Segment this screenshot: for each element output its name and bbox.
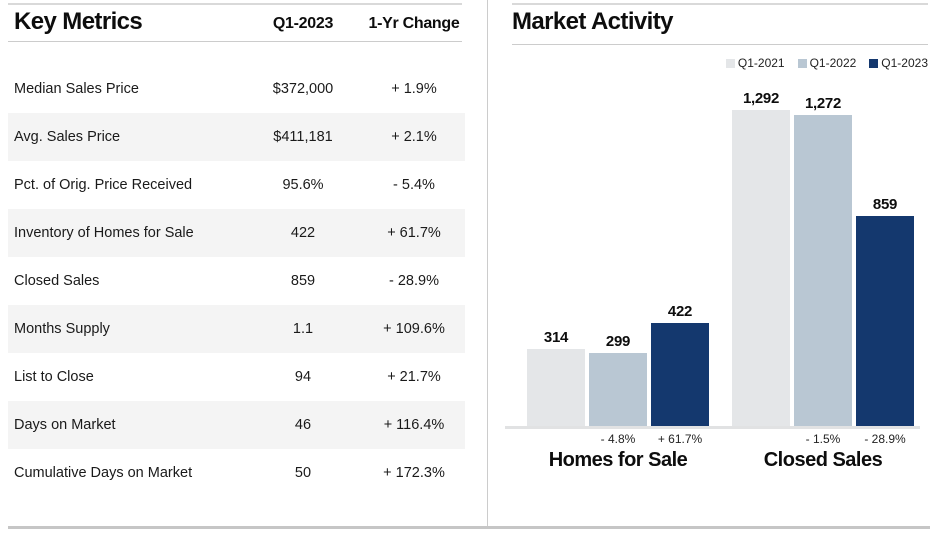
table-row: Inventory of Homes for Sale 422 + 61.7% [8, 209, 465, 257]
bar-q1-2021 [527, 349, 585, 426]
table-row: Cumulative Days on Market 50 + 172.3% [8, 449, 465, 497]
metric-label: Avg. Sales Price [14, 129, 121, 145]
legend-label: Q1-2022 [809, 56, 857, 70]
group-footer-2: - 1.5% - 28.9% Closed Sales [732, 432, 914, 472]
legend-swatch-q1-2022 [797, 58, 807, 68]
metric-value: 422 [290, 225, 316, 241]
bar-change-label: - 4.8% [600, 432, 636, 446]
legend-item: Q1-2021 [725, 56, 785, 70]
metric-label: Months Supply [14, 321, 110, 337]
legend-item: Q1-2023 [869, 56, 928, 70]
metric-value: $411,181 [273, 129, 333, 145]
chart-legend: Q1-2021 Q1-2022 Q1-2023 [512, 56, 928, 70]
bar-value-label: 299 [605, 333, 631, 350]
column-header-1yr-change: 1-Yr Change [368, 15, 460, 32]
bar-value-label: 314 [543, 329, 569, 346]
metric-change: + 21.7% [387, 369, 441, 385]
bar-value-label: 859 [872, 196, 898, 213]
legend-swatch-q1-2021 [725, 58, 735, 68]
change-row: - 4.8% + 61.7% [527, 432, 709, 446]
metric-change: + 109.6% [383, 321, 445, 337]
market-activity-panel: Market Activity Q1-2021 Q1-2022 Q1-2023 31… [505, 0, 930, 534]
metric-value: 46 [294, 417, 312, 433]
header-underline [8, 41, 462, 42]
bar-value-label: 422 [667, 303, 693, 320]
bar-column: 859 [856, 196, 914, 426]
category-label: Closed Sales [763, 449, 883, 471]
metric-label: List to Close [14, 369, 94, 385]
legend-item: Q1-2022 [797, 56, 857, 70]
legend-swatch-q1-2023 [869, 58, 879, 68]
metric-label: Median Sales Price [14, 81, 139, 97]
change-row: - 1.5% - 28.9% [732, 432, 914, 446]
bar-change-label [732, 432, 790, 446]
metric-change: + 61.7% [387, 225, 441, 241]
bar-change-label: - 1.5% [805, 432, 841, 446]
column-header-q1-2023: Q1-2023 [272, 15, 334, 32]
metric-value: 94 [294, 369, 312, 385]
metric-value: 859 [290, 273, 316, 289]
bar-column: 314 [527, 329, 585, 426]
metric-change: - 28.9% [389, 273, 439, 289]
bar-column: 422 [651, 303, 709, 426]
bar-column: 299 [589, 333, 647, 426]
bar-q1-2022 [794, 115, 852, 426]
table-row: Months Supply 1.1 + 109.6% [8, 305, 465, 353]
bar-value-label: 1,272 [804, 95, 842, 112]
table-row: List to Close 94 + 21.7% [8, 353, 465, 401]
metric-change: + 2.1% [391, 129, 437, 145]
metric-label: Pct. of Orig. Price Received [14, 177, 193, 193]
metric-change: + 1.9% [391, 81, 437, 97]
bar-q1-2022 [589, 353, 647, 426]
category-label: Homes for Sale [548, 449, 688, 471]
metric-value: 50 [294, 465, 312, 481]
metric-change: - 5.4% [393, 177, 435, 193]
panel-divider [487, 0, 488, 528]
metric-value: $372,000 [272, 81, 334, 97]
bar-change-label: - 28.9% [864, 432, 906, 446]
metric-value: 95.6% [282, 177, 324, 193]
key-metrics-panel: Key Metrics Q1-2023 1-Yr Change Median S… [8, 0, 465, 534]
key-metrics-title: Key Metrics [14, 8, 143, 35]
legend-label: Q1-2021 [737, 56, 785, 70]
bar-group-2: 1,292 1,272 859 [732, 90, 914, 426]
bar-column: 1,292 [732, 90, 790, 426]
bar-value-label: 1,292 [742, 90, 780, 107]
metric-label: Inventory of Homes for Sale [14, 225, 194, 241]
metric-label: Closed Sales [14, 273, 100, 289]
metric-change: + 116.4% [383, 417, 445, 433]
table-row: Pct. of Orig. Price Received 95.6% - 5.4% [8, 161, 465, 209]
market-activity-title: Market Activity [512, 8, 673, 35]
table-row: Closed Sales 859 - 28.9% [8, 257, 465, 305]
group-footer-1: - 4.8% + 61.7% Homes for Sale [527, 432, 709, 472]
header-underline [512, 44, 928, 45]
legend-label: Q1-2023 [881, 56, 928, 70]
table-row: Days on Market 46 + 116.4% [8, 401, 465, 449]
bar-chart: 314 299 422 1,292 1,272 859 [527, 75, 914, 426]
bar-q1-2023 [651, 323, 709, 426]
x-axis-baseline [505, 426, 920, 429]
table-row: Avg. Sales Price $411,181 + 2.1% [8, 113, 465, 161]
table-row: Median Sales Price $372,000 + 1.9% [8, 65, 465, 113]
bar-q1-2023 [856, 216, 914, 426]
bar-change-label: + 61.7% [657, 432, 703, 446]
bar-group-1: 314 299 422 [527, 303, 709, 426]
bar-q1-2021 [732, 110, 790, 426]
bar-column: 1,272 [794, 95, 852, 426]
panel-top-rule [8, 3, 462, 5]
metric-label: Cumulative Days on Market [14, 465, 193, 481]
panel-top-rule [512, 3, 928, 5]
metric-change: + 172.3% [383, 465, 445, 481]
page-bottom-rule [8, 526, 930, 529]
metrics-table: Median Sales Price $372,000 + 1.9% Avg. Sal… [8, 65, 465, 497]
metric-label: Days on Market [14, 417, 116, 433]
bar-change-label [527, 432, 585, 446]
metric-value: 1.1 [292, 321, 314, 337]
